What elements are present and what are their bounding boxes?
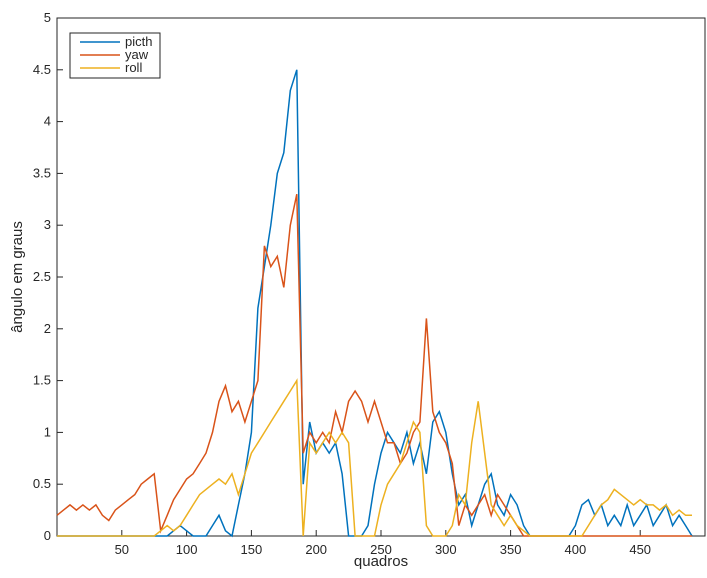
y-tick-label: 0.5 — [33, 476, 51, 491]
y-tick-label: 0 — [44, 528, 51, 543]
legend-label: picth — [125, 34, 152, 49]
x-tick-label: 250 — [370, 542, 392, 557]
y-tick-label: 1.5 — [33, 373, 51, 388]
x-tick-label: 150 — [241, 542, 263, 557]
series-line — [57, 378, 692, 537]
legend-label: roll — [125, 60, 142, 75]
x-tick-label: 200 — [305, 542, 327, 557]
x-tick-label: 450 — [629, 542, 651, 557]
y-axis-label: ângulo em graus — [9, 221, 26, 333]
legend-label: yaw — [125, 47, 149, 62]
y-tick-label: 3.5 — [33, 165, 51, 180]
x-tick-label: 350 — [500, 542, 522, 557]
y-tick-label: 1 — [44, 424, 51, 439]
y-tick-label: 2.5 — [33, 269, 51, 284]
y-tick-label: 3 — [44, 217, 51, 232]
y-tick-label: 2 — [44, 321, 51, 336]
y-tick-label: 5 — [44, 10, 51, 25]
x-tick-label: 50 — [115, 542, 129, 557]
x-tick-label: 100 — [176, 542, 198, 557]
x-tick-label: 300 — [435, 542, 457, 557]
y-tick-label: 4.5 — [33, 62, 51, 77]
series-line — [56, 193, 692, 537]
axes-box — [56, 17, 706, 537]
x-axis-label: quadros — [354, 553, 408, 570]
series-line — [57, 69, 693, 538]
x-tick-label: 400 — [565, 542, 587, 557]
y-tick-label: 4 — [44, 114, 51, 129]
